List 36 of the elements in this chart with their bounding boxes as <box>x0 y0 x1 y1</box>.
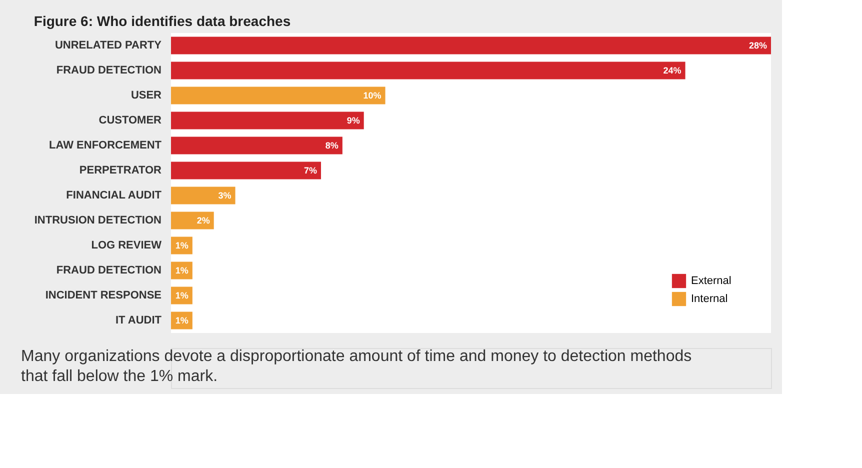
data-label: 28% <box>748 40 767 50</box>
bar <box>171 86 386 104</box>
y-tick-label: INCIDENT RESPONSE <box>45 290 162 302</box>
bar <box>171 186 236 204</box>
y-tick-label: PERPETRATOR <box>79 164 162 176</box>
y-tick-label: INTRUSION DETECTION <box>34 214 162 226</box>
data-label: 1% <box>175 266 188 276</box>
legend-label: Internal <box>691 293 728 305</box>
y-tick-label: IT AUDIT <box>115 314 162 326</box>
chart-title: Figure 6: Who identifies data breaches <box>34 13 291 29</box>
y-tick-label: FINANCIAL AUDIT <box>66 190 162 202</box>
data-label: 1% <box>175 290 188 300</box>
y-tick-label: USER <box>130 90 162 102</box>
data-label: 1% <box>175 240 188 250</box>
y-tick-label: FRAUD DETECTION <box>56 264 162 276</box>
bar <box>171 162 321 180</box>
data-label: 3% <box>218 190 232 200</box>
y-tick-label: LOG REVIEW <box>91 240 162 252</box>
bar <box>171 62 686 80</box>
bar <box>171 136 342 154</box>
y-tick-label: FRAUD DETECTION <box>56 64 162 76</box>
data-label: 1% <box>175 316 188 326</box>
data-label: 8% <box>325 140 338 150</box>
legend-label: External <box>691 275 732 287</box>
data-label: 2% <box>196 216 210 226</box>
y-tick-label: CUSTOMER <box>98 114 162 126</box>
bar <box>171 36 771 54</box>
data-label: 9% <box>346 116 360 126</box>
bar <box>171 112 364 130</box>
data-label: 24% <box>663 66 682 76</box>
y-tick-label: LAW ENFORCEMENT <box>49 140 162 152</box>
y-tick-label: UNRELATED PARTY <box>54 40 162 52</box>
data-label: 10% <box>363 90 382 100</box>
bar <box>171 212 214 230</box>
text: Many organizations devote a disproportionate amount of time and money to detection methods that fall below the 1% mark. <box>21 348 692 385</box>
data-label: 7% <box>304 166 317 176</box>
